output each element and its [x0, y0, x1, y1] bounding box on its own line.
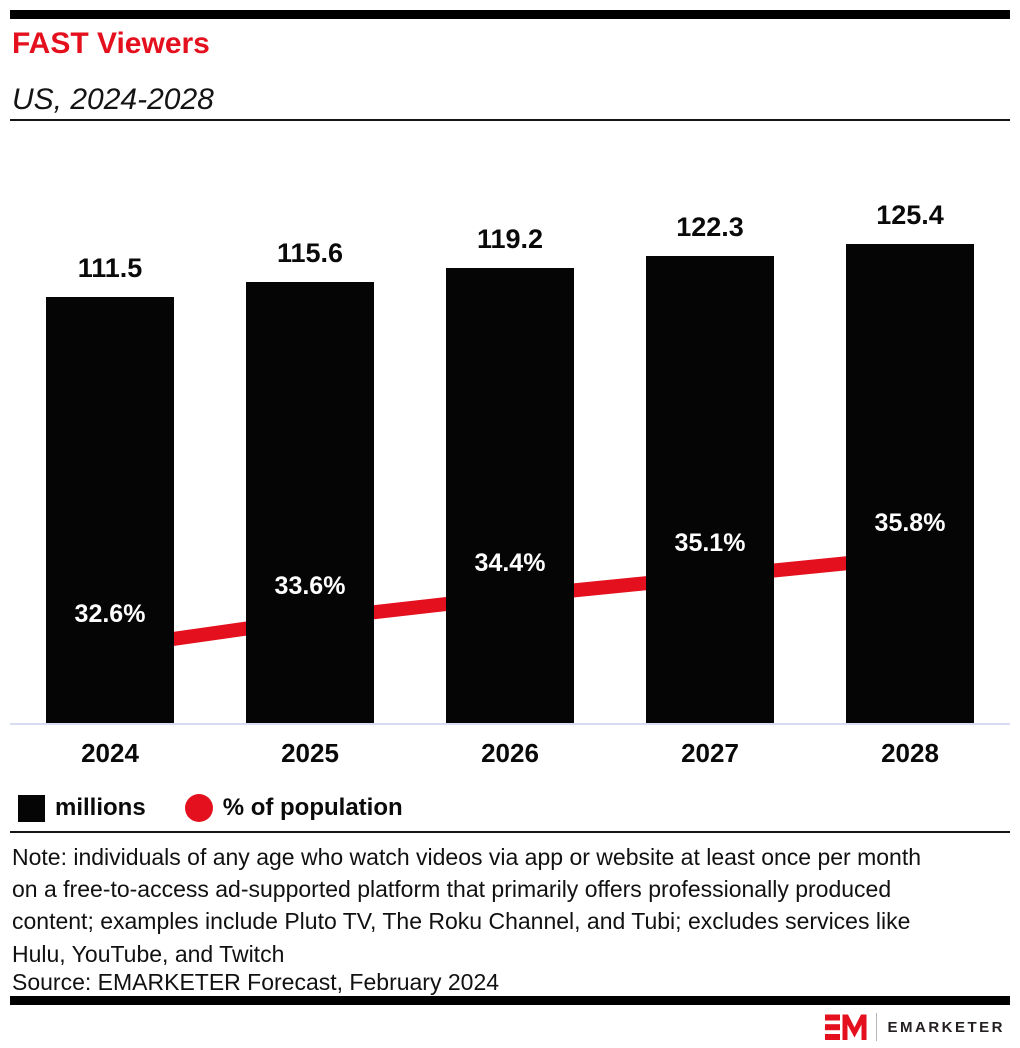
- footnote-divider: [10, 831, 1010, 833]
- line-value-label: 32.6%: [74, 599, 146, 628]
- line-value-label: 33.6%: [274, 571, 346, 600]
- bar-2025: [246, 282, 374, 724]
- x-axis-label-2025: 2025: [281, 738, 339, 768]
- line-value-label: 35.1%: [674, 528, 746, 557]
- bar-value-label: 115.6: [276, 238, 344, 268]
- bar-value-label: 111.5: [77, 253, 143, 283]
- emarketer-em-monogram-icon: [825, 1014, 867, 1040]
- x-axis-label-2026: 2026: [481, 738, 539, 768]
- chart-note: Note: individuals of any age who watch v…: [12, 844, 922, 967]
- logo-wordmark: EMARKETER: [887, 1018, 1005, 1036]
- page-subtitle: US, 2024-2028: [12, 83, 214, 116]
- legend-label-millions: millions: [55, 794, 146, 821]
- bar-2028: [846, 244, 974, 724]
- bar-2027: [646, 256, 774, 724]
- legend-label-pct-population: % of population: [222, 794, 403, 821]
- x-axis-line: [10, 723, 1010, 725]
- logo-divider: [876, 1013, 878, 1041]
- line-value-label: 35.8%: [874, 508, 946, 537]
- chart-legend: millions % of population: [18, 792, 403, 824]
- line-swatch-icon: [184, 794, 213, 822]
- bar-2024: [46, 297, 174, 724]
- bar-swatch-icon: [18, 794, 45, 822]
- emarketer-logo: EMARKETER: [825, 1012, 1005, 1042]
- chart-source: Source: EMARKETER Forecast, February 202…: [12, 969, 500, 995]
- x-axis-label-2024: 2024: [81, 738, 139, 768]
- legend-item-millions: millions: [18, 794, 146, 822]
- x-axis-label-2028: 2028: [881, 738, 939, 768]
- top-accent-bar: [10, 10, 1010, 19]
- x-axis-label-2027: 2027: [681, 738, 739, 768]
- line-value-label: 34.4%: [474, 548, 546, 577]
- bar-value-label: 119.2: [476, 224, 544, 254]
- bar-value-label: 125.4: [876, 200, 944, 230]
- bar-value-label: 122.3: [676, 212, 744, 242]
- bar-2026: [446, 268, 574, 724]
- legend-item-pct-population: % of population: [184, 794, 403, 822]
- page-title: FAST Viewers: [12, 27, 210, 60]
- bottom-accent-bar: [10, 996, 1010, 1005]
- header-divider: [10, 119, 1010, 121]
